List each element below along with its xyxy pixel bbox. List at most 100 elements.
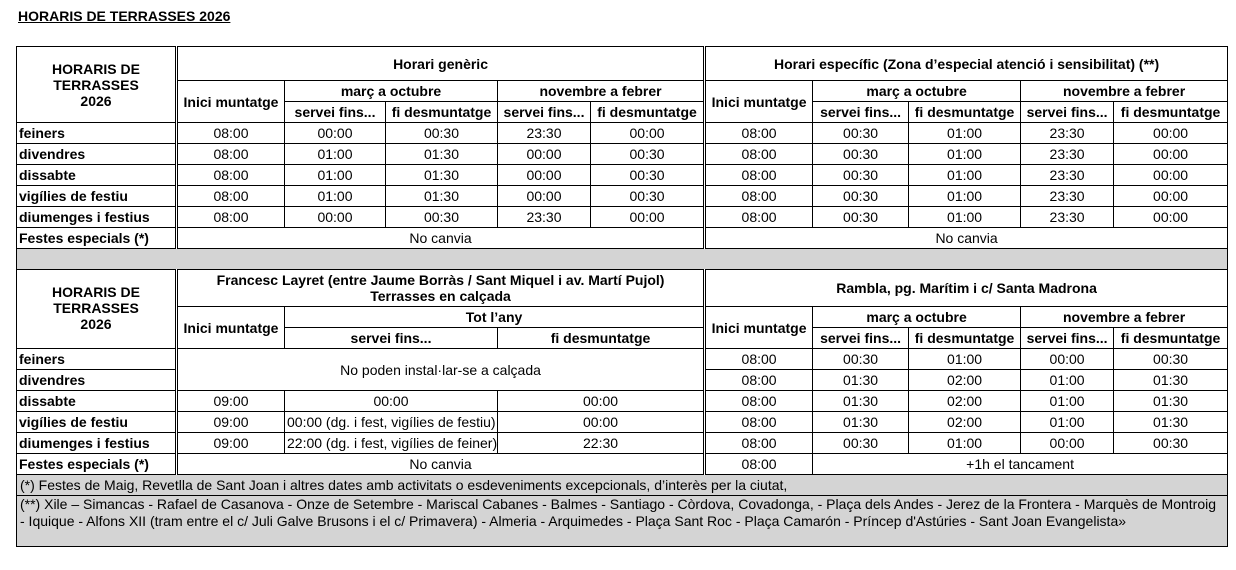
specific-fi-desmuntatge-cell: 00:00 bbox=[1113, 122, 1229, 144]
table-row: dissabte 09:00 00:00 00:00 08:00 01:30 02:00 01… bbox=[16, 390, 1229, 412]
layret-fi-desmuntatge-cell: 00:00 bbox=[496, 411, 706, 433]
specific-inici-muntatge-cell: 08:00 bbox=[703, 164, 814, 186]
rambla-fi-desmuntatge-cell: 02:00 bbox=[908, 411, 1022, 433]
rambla-fi-desmuntatge-cell: 01:30 bbox=[1113, 411, 1229, 433]
marc-octubre-header: març a octubre bbox=[812, 306, 1022, 328]
generic-servei-fins-cell: 01:00 bbox=[284, 143, 386, 165]
fi-desmuntatge-header: fi desmuntatge bbox=[385, 101, 498, 123]
footnote-festes-especials: (*) Festes de Maig, Revetlla de Sant Joa… bbox=[15, 474, 1229, 496]
rambla-inici-muntatge-cell: 08:00 bbox=[703, 348, 814, 370]
servei-header: servei fins... bbox=[497, 101, 591, 123]
specific-servei-fins-cell: 00:30 bbox=[812, 185, 910, 207]
table-row: dissabte 08:00 01:00 01:30 00:00 00:30 08:00 00… bbox=[16, 164, 1229, 186]
layret-inici-muntatge-cell: 09:00 bbox=[175, 390, 285, 412]
row-label: dissabte bbox=[16, 390, 177, 412]
layret-inici-muntatge-cell: 09:00 bbox=[175, 411, 285, 433]
specific-inici-muntatge-cell: 08:00 bbox=[703, 206, 814, 228]
layret-inici-muntatge-cell: 09:00 bbox=[175, 432, 285, 454]
specific-servei-fins-cell: 00:30 bbox=[812, 143, 910, 165]
table-row: diumenges i festius 09:00 22:00 (dg. i fes… bbox=[16, 432, 1229, 454]
row-label: vigílies de festiu bbox=[16, 411, 177, 433]
specific-schedule-header: Horari específic (Zona d’especial atenci… bbox=[703, 46, 1229, 81]
rambla-fi-desmuntatge-cell: 01:00 bbox=[908, 348, 1022, 370]
row-label: vigílies de festiu bbox=[16, 185, 177, 207]
generic-schedule-header: Horari genèric bbox=[174, 46, 706, 81]
generic-inici-muntatge-cell: 08:00 bbox=[175, 164, 285, 186]
rambla-inici-muntatge-cell: 08:00 bbox=[703, 411, 814, 433]
generic-fi-desmuntatge-cell: 00:30 bbox=[385, 206, 498, 228]
inici-muntatge-header: Inici muntatge bbox=[175, 306, 285, 349]
servei-header: servei fins... bbox=[812, 101, 910, 123]
inici-muntatge-header: Inici muntatge bbox=[703, 80, 814, 123]
corner-title: HORARIS DE TERRASSES 2026 bbox=[16, 269, 177, 349]
generic-servei-fins-cell: 01:00 bbox=[284, 185, 386, 207]
generic-servei-fins-cell: 00:00 bbox=[284, 206, 386, 228]
novembre-febrer-header: novembre a febrer bbox=[1020, 80, 1229, 102]
rambla-servei-fins-cell: 01:00 bbox=[1020, 411, 1115, 433]
fi-desmuntatge-header: fi desmuntatge bbox=[908, 327, 1022, 349]
specific-servei-fins-cell: 23:30 bbox=[1020, 185, 1115, 207]
specific-fi-desmuntatge-cell: 01:00 bbox=[908, 143, 1022, 165]
generic-festes-value: No canvia bbox=[174, 227, 706, 249]
specific-servei-fins-cell: 23:30 bbox=[1020, 206, 1115, 228]
layret-fi-desmuntatge-cell: 00:00 bbox=[496, 390, 706, 412]
row-label: Festes especials (*) bbox=[16, 453, 177, 475]
servei-header: servei fins... bbox=[1020, 101, 1115, 123]
table-row: diumenges i festius 08:00 00:00 00:30 23:30 0… bbox=[16, 206, 1229, 228]
fi-desmuntatge-header: fi desmuntatge bbox=[589, 101, 706, 123]
generic-fi-desmuntatge-cell: 01:30 bbox=[385, 164, 498, 186]
marc-octubre-header: març a octubre bbox=[284, 80, 498, 102]
rambla-servei-fins-cell: 01:30 bbox=[812, 411, 910, 433]
rambla-fi-desmuntatge-cell: 00:30 bbox=[1113, 432, 1229, 454]
specific-servei-fins-cell: 00:30 bbox=[812, 122, 910, 144]
generic-servei-fins-cell: 00:00 bbox=[497, 143, 591, 165]
corner-title: HORARIS DE TERRASSES 2026 bbox=[16, 46, 177, 123]
servei-header: servei fins... bbox=[284, 101, 386, 123]
specific-fi-desmuntatge-cell: 01:00 bbox=[908, 206, 1022, 228]
table-row: vigílies de festiu 09:00 00:00 (dg. i fest… bbox=[16, 411, 1229, 433]
layret-servei-fins-cell: 00:00 (dg. i fest, vigílies de festiu) bbox=[284, 411, 498, 433]
row-label: diumenges i festius bbox=[16, 206, 177, 228]
inici-muntatge-header: Inici muntatge bbox=[175, 80, 285, 123]
generic-fi-desmuntatge-cell: 00:30 bbox=[589, 143, 706, 165]
terrace-schedule-table: HORARIS DE TERRASSES 2026 Horari genèric… bbox=[15, 46, 1229, 547]
rambla-fi-desmuntatge-cell: 01:30 bbox=[1113, 369, 1229, 391]
specific-fi-desmuntatge-cell: 00:00 bbox=[1113, 164, 1229, 186]
specific-fi-desmuntatge-cell: 01:00 bbox=[908, 185, 1022, 207]
row-label: divendres bbox=[16, 143, 177, 165]
marc-octubre-header: març a octubre bbox=[812, 80, 1022, 102]
layret-no-install-note: No poden instal·lar-se a calçada bbox=[174, 348, 706, 391]
row-label: feiners bbox=[16, 122, 177, 144]
row-label: divendres bbox=[16, 369, 177, 391]
layret-servei-fins-cell: 00:00 bbox=[284, 390, 498, 412]
generic-fi-desmuntatge-cell: 00:30 bbox=[385, 122, 498, 144]
table-row: feiners 08:00 00:00 00:30 23:30 00:00 08:00 00:… bbox=[16, 122, 1229, 144]
tot-any-header: Tot l’any bbox=[283, 306, 706, 328]
specific-festes-value: No canvia bbox=[703, 227, 1229, 249]
layret-servei-fins-cell: 22:00 (dg. i fest, vigílies de feiner) bbox=[284, 432, 498, 454]
rambla-header: Rambla, pg. Marítim i c/ Santa Madrona bbox=[703, 269, 1229, 307]
novembre-febrer-header: novembre a febrer bbox=[1020, 306, 1229, 328]
generic-inici-muntatge-cell: 08:00 bbox=[175, 185, 285, 207]
specific-servei-fins-cell: 00:30 bbox=[812, 206, 910, 228]
generic-fi-desmuntatge-cell: 00:30 bbox=[589, 164, 706, 186]
specific-fi-desmuntatge-cell: 00:00 bbox=[1113, 143, 1229, 165]
rambla-fi-desmuntatge-cell: 00:30 bbox=[1113, 348, 1229, 370]
table-row: feiners No poden instal·lar-se a calçada 0… bbox=[16, 348, 1229, 391]
fi-desmuntatge-header: fi desmuntatge bbox=[1113, 327, 1229, 349]
layret-title: Francesc Layret (entre Jaume Borràs / Sa… bbox=[216, 272, 665, 288]
rambla-servei-fins-cell: 00:00 bbox=[1020, 432, 1115, 454]
rambla-servei-fins-cell: 01:30 bbox=[812, 390, 910, 412]
specific-servei-fins-cell: 23:30 bbox=[1020, 164, 1115, 186]
servei-header: servei fins... bbox=[1020, 327, 1115, 349]
rambla-inici-muntatge-cell: 08:00 bbox=[703, 369, 814, 391]
table-row: divendres 08:00 01:30 02:00 01:00 01:30 bbox=[16, 369, 1229, 391]
row-label: diumenges i festius bbox=[16, 432, 177, 454]
servei-header: servei fins... bbox=[284, 327, 498, 349]
rambla-fi-desmuntatge-cell: 01:30 bbox=[1113, 390, 1229, 412]
novembre-febrer-header: novembre a febrer bbox=[496, 80, 706, 102]
generic-inici-muntatge-cell: 08:00 bbox=[175, 206, 285, 228]
generic-servei-fins-cell: 00:00 bbox=[497, 185, 591, 207]
generic-servei-fins-cell: 00:00 bbox=[284, 122, 386, 144]
rambla-festes-value: +1h el tancament bbox=[812, 453, 1229, 475]
